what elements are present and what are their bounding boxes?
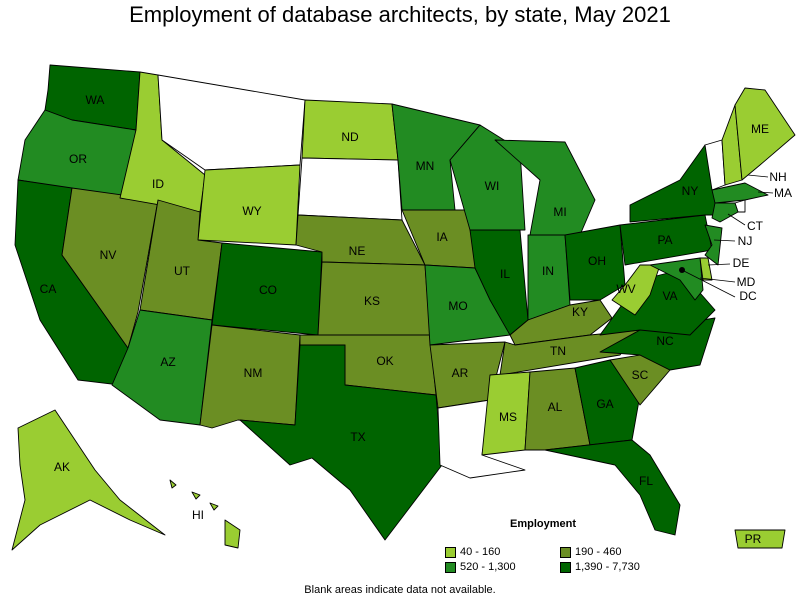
- leader-line-nj: [713, 239, 736, 242]
- label-GA: GA: [596, 397, 613, 411]
- leader-line-de: [707, 263, 731, 266]
- label-WA: WA: [86, 93, 105, 107]
- label-IL: IL: [500, 267, 510, 281]
- state-WI[interactable]: [449, 124, 526, 231]
- label-MI: MI: [553, 205, 566, 219]
- state-OH[interactable]: [564, 224, 626, 301]
- label-MA: MA: [774, 186, 792, 200]
- legend-item: 40 - 160: [445, 545, 500, 559]
- label-NH: NH: [769, 170, 786, 184]
- legend-label: 40 - 160: [460, 546, 501, 558]
- legend-swatch: [445, 561, 456, 573]
- legend-swatch: [445, 546, 456, 558]
- label-HI: HI: [192, 508, 204, 522]
- state-TX[interactable]: [239, 344, 443, 541]
- state-AZ[interactable]: [111, 309, 213, 426]
- state-AK[interactable]: [11, 409, 166, 551]
- label-MD: MD: [737, 275, 756, 289]
- state-ME[interactable]: [734, 87, 796, 181]
- label-OK: OK: [376, 354, 393, 368]
- label-MO: MO: [448, 299, 467, 313]
- label-CT: CT: [747, 219, 764, 233]
- legend-label: 520 - 1,300: [460, 561, 516, 573]
- state-DE[interactable]: [699, 257, 713, 281]
- label-MN: MN: [416, 159, 435, 173]
- label-NE: NE: [349, 244, 366, 258]
- label-TX: TX: [350, 430, 365, 444]
- state-MA[interactable]: [711, 182, 769, 204]
- label-WI: WI: [485, 179, 500, 193]
- legend-item: 520 - 1,300: [445, 560, 516, 574]
- legend-swatch: [560, 561, 571, 573]
- label-WV: WV: [616, 282, 635, 296]
- label-CO: CO: [259, 283, 277, 297]
- leader-line-dc: [681, 269, 736, 298]
- label-AL: AL: [548, 400, 563, 414]
- state-FL[interactable]: [544, 439, 681, 536]
- label-OH: OH: [588, 254, 606, 268]
- state-SD[interactable]: [297, 157, 403, 221]
- state-PR[interactable]: [734, 529, 786, 549]
- state-MD[interactable]: [649, 257, 704, 301]
- map-title: Employment of database architects, by st…: [129, 2, 671, 27]
- state-NJ[interactable]: [704, 224, 723, 266]
- label-KY: KY: [572, 305, 588, 319]
- label-IA: IA: [436, 230, 447, 244]
- legend-item: 190 - 460: [560, 545, 621, 559]
- label-MS: MS: [499, 410, 517, 424]
- label-WY: WY: [242, 204, 261, 218]
- label-DC: DC: [739, 289, 757, 303]
- label-ID: ID: [152, 177, 164, 191]
- label-NC: NC: [656, 334, 674, 348]
- label-PR: PR: [745, 532, 762, 546]
- legend-swatch: [560, 546, 571, 558]
- label-ME: ME: [751, 122, 769, 136]
- label-NM: NM: [244, 366, 263, 380]
- label-FL: FL: [639, 474, 653, 488]
- label-UT: UT: [174, 264, 191, 278]
- label-OR: OR: [69, 152, 87, 166]
- label-KS: KS: [364, 294, 380, 308]
- leader-line-ct: [727, 213, 746, 226]
- label-CA: CA: [40, 282, 57, 296]
- leader-line-nh: [747, 174, 769, 178]
- legend-item: 1,390 - 7,730: [560, 560, 640, 574]
- label-TN: TN: [550, 344, 566, 358]
- state-CT[interactable]: [711, 202, 739, 223]
- label-AZ: AZ: [160, 355, 175, 369]
- label-NY: NY: [682, 184, 699, 198]
- label-SC: SC: [632, 368, 649, 382]
- leader-line-md: [699, 277, 736, 283]
- label-IN: IN: [542, 264, 554, 278]
- footnote: Blank areas indicate data not available.: [304, 584, 496, 596]
- label-DE: DE: [733, 256, 750, 270]
- label-PA: PA: [657, 233, 672, 247]
- leader-line-ma: [757, 191, 774, 194]
- state-HI[interactable]: [169, 479, 241, 549]
- legend-label: 190 - 460: [575, 546, 622, 558]
- label-AR: AR: [452, 366, 469, 380]
- label-VA: VA: [662, 289, 677, 303]
- dc-marker[interactable]: [679, 267, 685, 273]
- label-NV: NV: [100, 248, 117, 262]
- label-NJ: NJ: [738, 234, 753, 248]
- label-AK: AK: [54, 460, 70, 474]
- legend-title: Employment: [510, 518, 577, 530]
- legend-label: 1,390 - 7,730: [575, 561, 640, 573]
- label-ND: ND: [341, 130, 359, 144]
